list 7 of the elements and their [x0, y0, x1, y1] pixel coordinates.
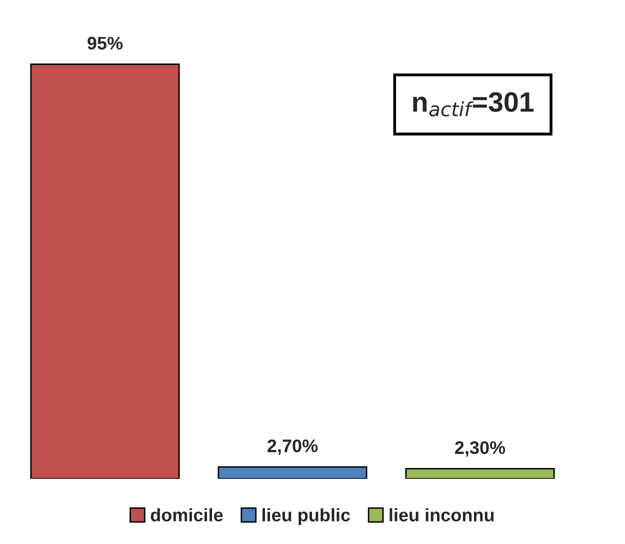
legend-label: lieu public [262, 508, 350, 526]
data-label: 2,70% [268, 439, 318, 455]
annotation: n$_{actif}$=301 [413, 92, 534, 116]
legend-label: domicile [150, 508, 223, 522]
legend-label: lieu inconnu [390, 508, 494, 522]
data-label: 95% [88, 36, 123, 50]
data-label: 2,30% [455, 441, 506, 457]
